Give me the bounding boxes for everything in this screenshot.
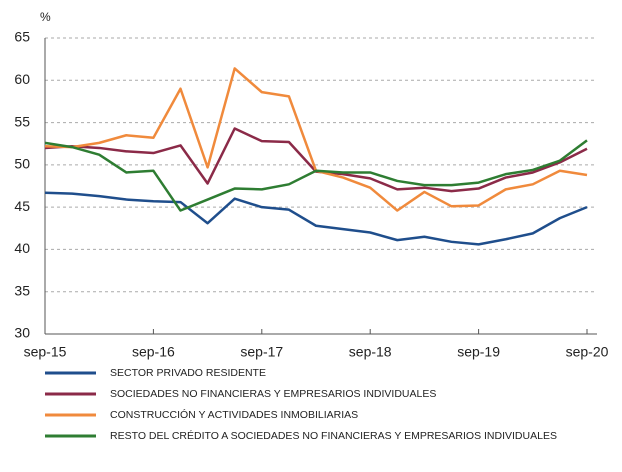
line-series bbox=[44, 127, 588, 193]
y-tick-label: 45 bbox=[14, 198, 30, 214]
legend-label: RESTO DEL CRÉDITO A SOCIEDADES NO FINANC… bbox=[110, 429, 557, 442]
x-tick-label: sep-19 bbox=[457, 344, 500, 360]
x-tick-label: sep-17 bbox=[240, 344, 283, 360]
y-tick-label: 55 bbox=[14, 113, 30, 129]
x-tick-label: sep-18 bbox=[349, 344, 392, 360]
y-tick-label: 60 bbox=[14, 71, 30, 87]
legend-label: SECTOR PRIVADO RESIDENTE bbox=[110, 367, 266, 379]
x-tick-label: sep-15 bbox=[24, 344, 67, 360]
line-series bbox=[44, 67, 588, 212]
y-tick-label: 50 bbox=[14, 156, 30, 172]
y-tick-label: 65 bbox=[14, 29, 30, 45]
legend-label: CONSTRUCCIÓN Y ACTIVIDADES INMOBILIARIAS bbox=[110, 408, 358, 421]
line-series bbox=[44, 191, 588, 246]
legend-label: SOCIEDADES NO FINANCIERAS Y EMPRESARIOS … bbox=[110, 388, 436, 400]
y-axis-label: % bbox=[40, 10, 51, 24]
x-tick-label: sep-16 bbox=[132, 344, 175, 360]
line-series bbox=[44, 139, 588, 212]
x-tick-label: sep-20 bbox=[566, 344, 609, 360]
y-tick-label: 35 bbox=[14, 282, 30, 298]
y-tick-label: 40 bbox=[14, 240, 30, 256]
y-tick-label: 30 bbox=[14, 325, 30, 341]
